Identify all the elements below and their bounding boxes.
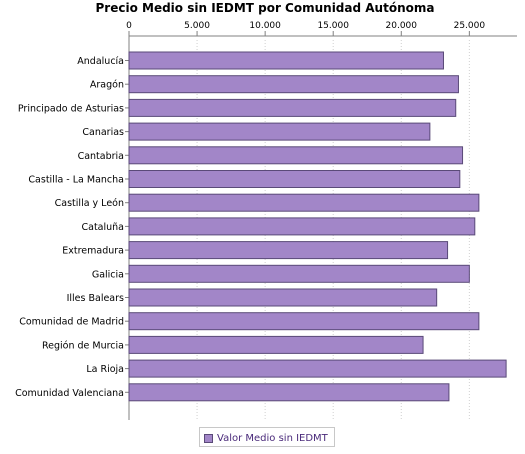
bar (128, 241, 449, 260)
bar (128, 146, 464, 165)
category-label: Illes Balears (67, 293, 124, 304)
x-tick-label: 0 (126, 21, 132, 31)
category-label: Aragón (90, 80, 124, 91)
x-tick-label: 10.000 (249, 21, 281, 31)
bar (128, 75, 459, 94)
legend: Valor Medio sin IEDMT (199, 427, 335, 447)
category-label: Principado de Asturias (18, 103, 124, 114)
bar (128, 170, 461, 188)
category-label: Castilla - La Mancha (28, 175, 124, 186)
bar (128, 217, 476, 236)
bar (128, 312, 480, 331)
category-label: Comunidad Valenciana (15, 388, 124, 399)
legend-swatch (204, 433, 213, 443)
category-label: Cantabria (78, 151, 124, 162)
bar (128, 359, 507, 378)
bar (128, 383, 450, 402)
bars (128, 51, 507, 402)
category-label: Galicia (92, 269, 124, 280)
bar (128, 51, 444, 70)
x-tick-label: 20.000 (386, 21, 418, 31)
bar (128, 264, 470, 283)
bar (128, 288, 438, 307)
x-tick-label: 5.000 (184, 21, 210, 31)
category-label: Canarias (82, 127, 124, 138)
category-label: La Rioja (86, 364, 124, 375)
category-label: Comunidad de Madrid (19, 317, 124, 328)
bar (128, 122, 431, 141)
category-label: Castilla y León (55, 198, 124, 209)
category-labels: Andalucía Aragón Principado de Asturias Can… (15, 56, 124, 399)
category-label: Región de Murcia (42, 340, 124, 351)
bar (128, 193, 480, 212)
category-label: Andalucía (77, 56, 124, 67)
category-label: Cataluña (81, 222, 124, 233)
legend-label: Valor Medio sin IEDMT (217, 432, 328, 444)
x-tick-label: 15.000 (317, 21, 349, 31)
bar (128, 335, 424, 354)
category-label: Extremadura (62, 246, 124, 257)
chart-title: Precio Medio sin IEDMT por Comunidad Aut… (96, 1, 435, 15)
x-tick-label: 25.000 (454, 21, 486, 31)
bar (128, 98, 457, 117)
